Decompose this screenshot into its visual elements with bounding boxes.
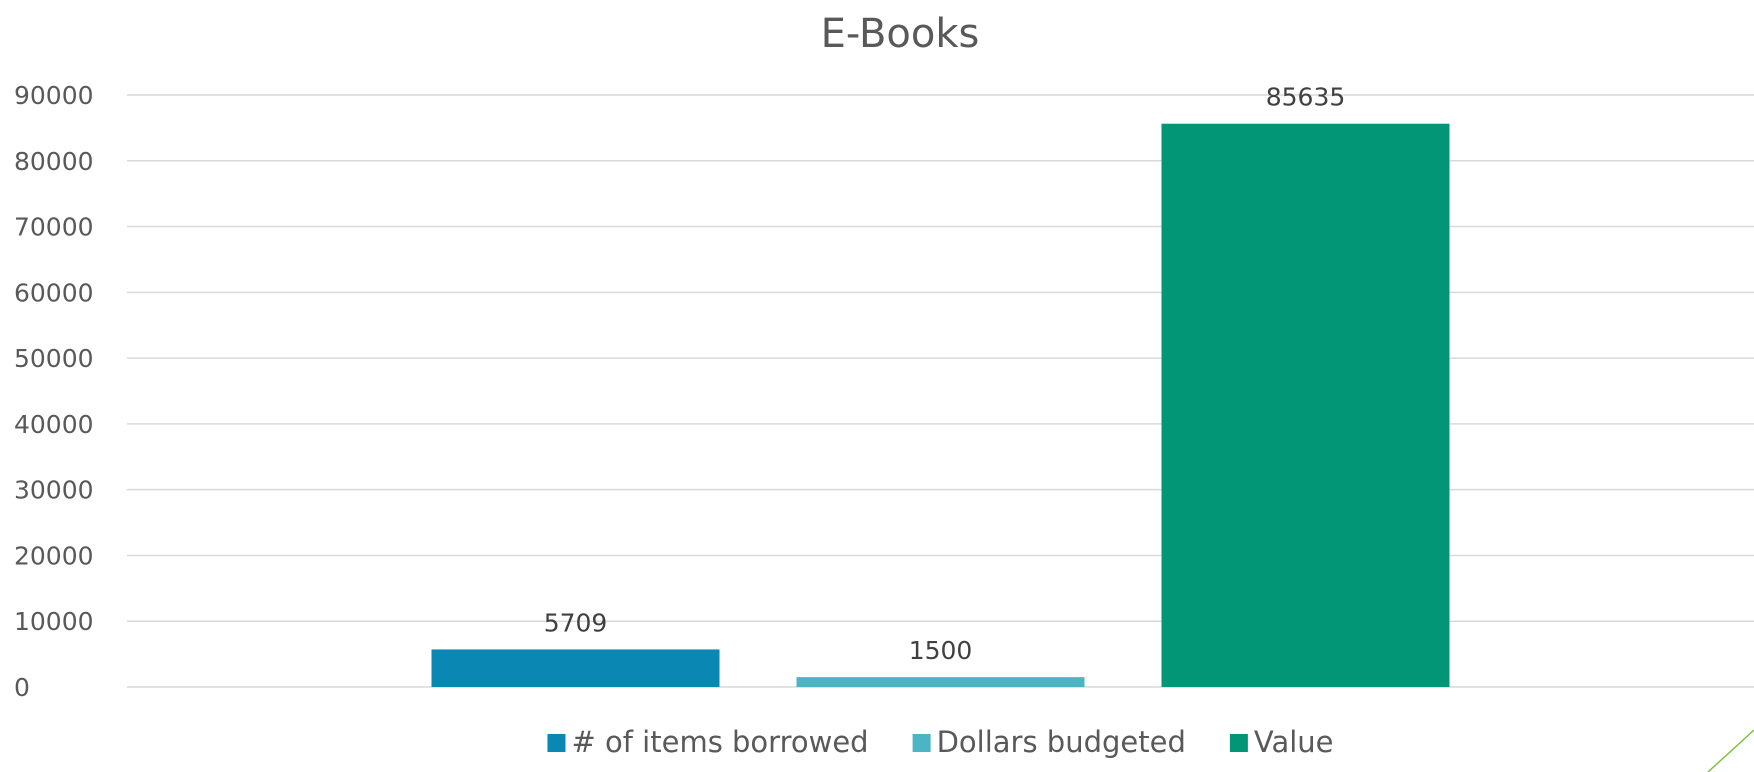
data-label: 5709 <box>544 608 608 637</box>
legend: # of items borrowed Dollars budgeted Value <box>547 725 1334 759</box>
data-label: 1500 <box>909 636 973 665</box>
data-label: 85635 <box>1266 83 1346 112</box>
bar <box>1161 123 1450 688</box>
gridlines <box>127 94 1754 688</box>
y-tick-label: 0 <box>14 673 30 702</box>
y-tick-label: 70000 <box>14 213 94 242</box>
legend-item: Dollars budgeted <box>912 725 1186 759</box>
y-tick-label: 30000 <box>14 476 94 505</box>
y-axis-ticks: 0 10000 20000 30000 40000 50000 60000 70000 8000… <box>14 81 94 702</box>
legend-swatch <box>912 734 931 752</box>
legend-label: # of items borrowed <box>571 725 868 759</box>
legend-swatch <box>1229 734 1248 752</box>
y-tick-label: 10000 <box>14 607 94 636</box>
y-tick-label: 90000 <box>14 81 94 110</box>
y-tick-label: 50000 <box>14 344 94 373</box>
y-tick-label: 20000 <box>14 541 94 570</box>
legend-label: Value <box>1254 725 1334 759</box>
legend-item: # of items borrowed <box>547 725 869 759</box>
bar <box>431 649 720 687</box>
legend-swatch <box>547 734 566 752</box>
decorative-accent-line <box>1707 729 1754 772</box>
y-tick-label: 40000 <box>14 410 94 439</box>
chart-title: E-Books <box>821 11 980 57</box>
bars <box>431 123 1450 688</box>
bar <box>796 677 1085 687</box>
y-tick-label: 80000 <box>14 147 94 176</box>
legend-label: Dollars budgeted <box>937 725 1186 759</box>
y-tick-label: 60000 <box>14 278 94 307</box>
data-labels: 5709 1500 85635 <box>544 83 1346 665</box>
legend-item: Value <box>1229 725 1334 759</box>
